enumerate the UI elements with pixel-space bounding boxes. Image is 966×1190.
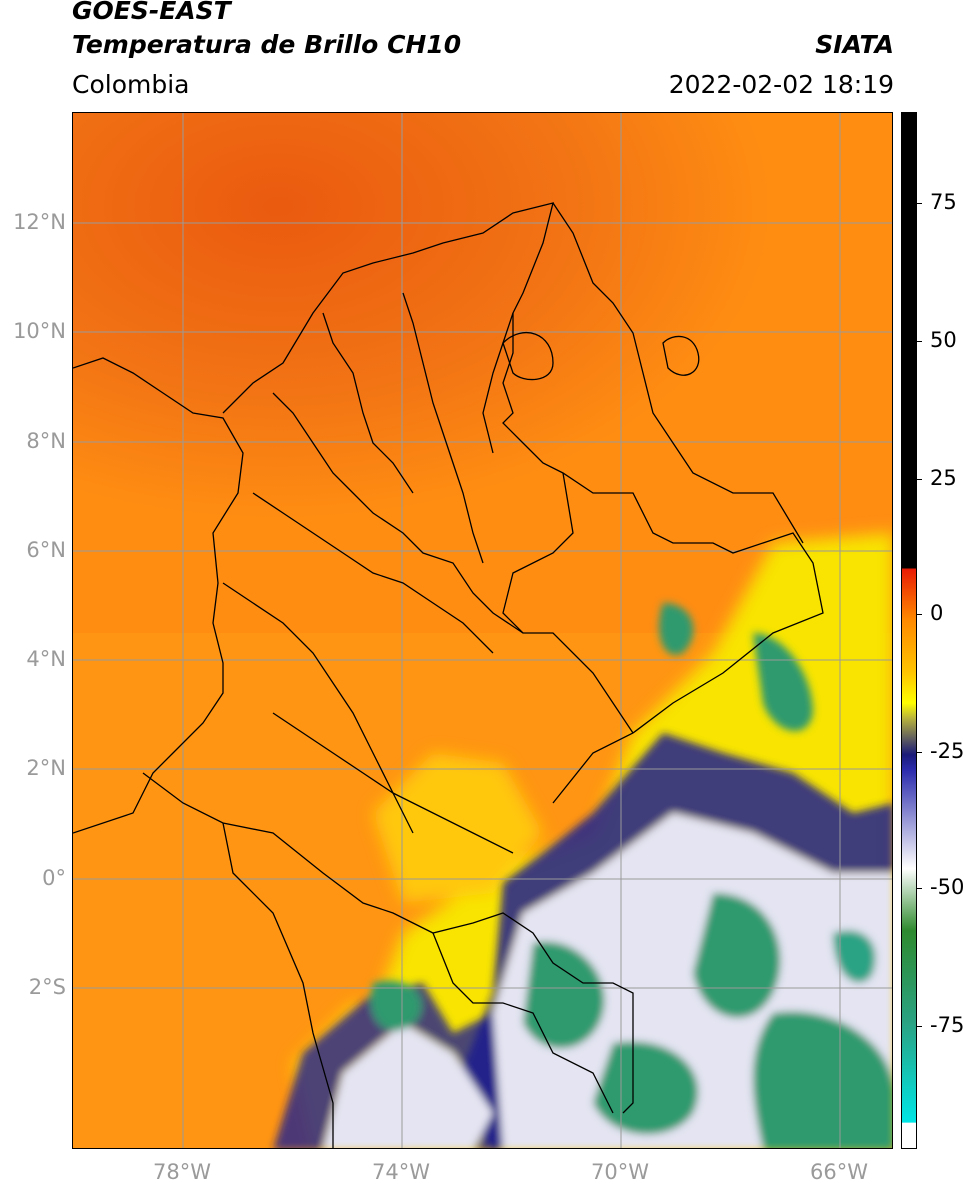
colorbar-tick-minus25: -25	[930, 739, 965, 763]
timestamp-label: 2022-02-02 18:19	[668, 70, 894, 99]
coastlines-and-borders	[73, 202, 824, 1148]
title-line-1: GOES-EAST	[72, 0, 231, 25]
colorbar-tick-0: 0	[930, 601, 944, 625]
colorbar-tickmark	[917, 752, 922, 753]
title-line-2: Temperatura de Brillo CH10	[72, 30, 462, 59]
lat-tick-6n: 6°N	[26, 538, 66, 562]
colorbar-tick-minus50: -50	[930, 875, 965, 899]
lon-tick-74w: 74°W	[372, 1160, 430, 1184]
lat-tick-0: 0°	[42, 866, 66, 890]
lat-tick-12n: 12°N	[13, 210, 66, 234]
colorbar-tick-75: 75	[930, 190, 957, 214]
lon-tick-78w: 78°W	[153, 1160, 211, 1184]
colorbar-tickmark	[917, 479, 922, 480]
region-label: Colombia	[72, 70, 190, 99]
colorbar-tick-50: 50	[930, 328, 957, 352]
colorbar-tickmark	[917, 341, 922, 342]
colorbar-tickmark	[917, 1026, 922, 1027]
lat-tick-2n: 2°N	[26, 756, 66, 780]
lon-tick-70w: 70°W	[591, 1160, 649, 1184]
colorbar-tickmark	[917, 203, 922, 204]
lat-tick-10n: 10°N	[13, 319, 66, 343]
lat-tick-4n: 4°N	[26, 647, 66, 671]
colorbar	[901, 112, 917, 1149]
warm-caribbean-zone	[73, 113, 892, 633]
colorbar-tick-minus75: -75	[930, 1013, 965, 1037]
lat-tick-2s: 2°S	[28, 975, 66, 999]
colorbar-tickmark	[917, 888, 922, 889]
lat-tick-8n: 8°N	[26, 429, 66, 453]
map-canvas	[73, 113, 892, 1148]
brightness-temperature-map	[72, 112, 893, 1149]
lon-tick-66w: 66°W	[810, 1160, 868, 1184]
organization-label: SIATA	[815, 30, 894, 59]
colorbar-tick-25: 25	[930, 466, 957, 490]
colorbar-tickmark	[917, 614, 922, 615]
graticule	[73, 113, 892, 1148]
